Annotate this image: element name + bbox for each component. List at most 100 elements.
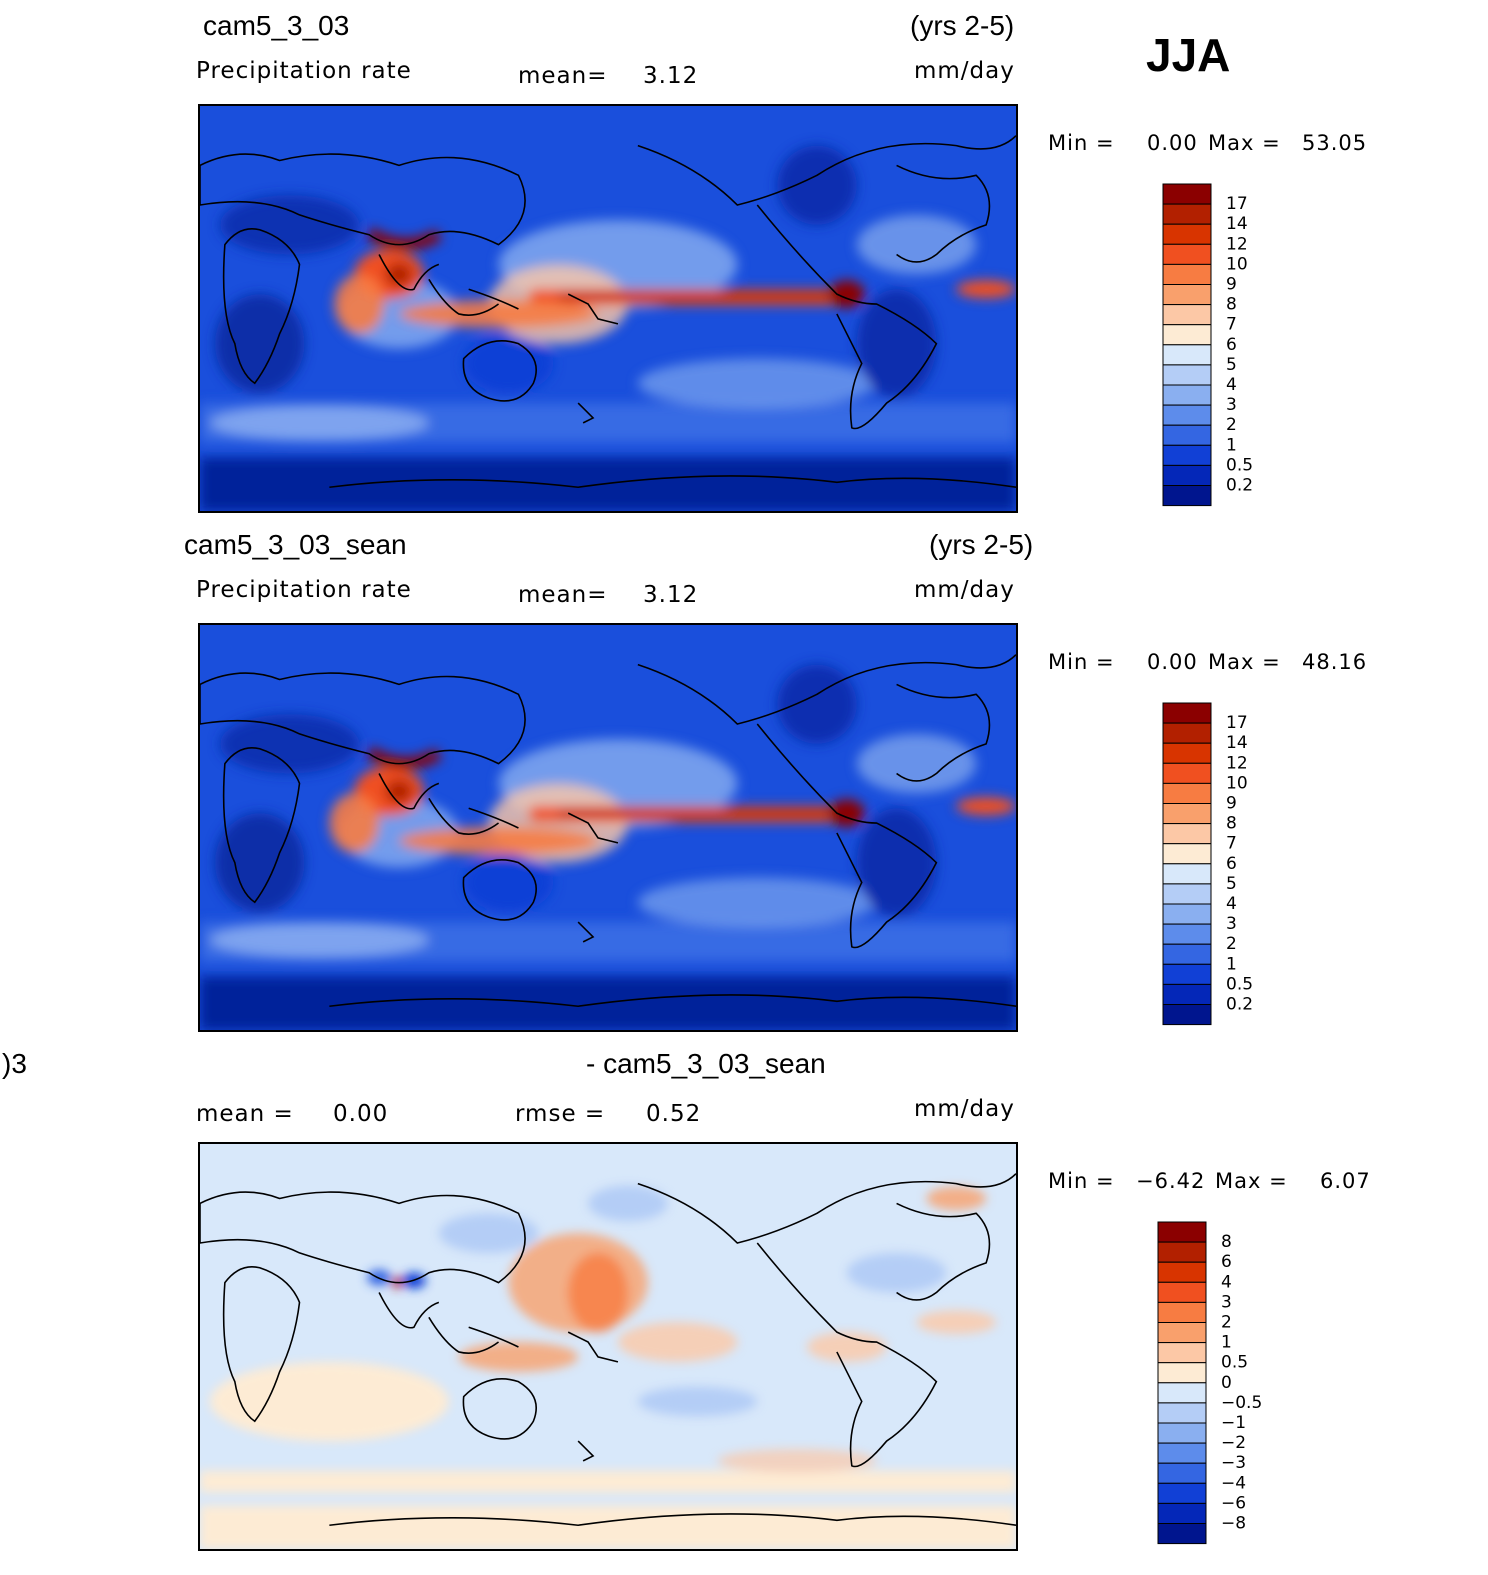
panel1-mean-label: mean= — [518, 63, 608, 89]
colorbar-label: 1 — [1226, 435, 1237, 455]
panel2-mean-value: 3.12 — [643, 582, 699, 608]
panel1-colorbar: 17 14 12 10 9 8 7 6 5 4 3 2 1 0.5 0.2 — [1162, 183, 1272, 507]
panel3-units: mm/day — [914, 1096, 1015, 1122]
colorbar-swatch — [1157, 1523, 1207, 1545]
colorbar-label: 10 — [1226, 254, 1248, 274]
panel2-max-label: Max = — [1208, 650, 1281, 674]
colorbar-label: 12 — [1226, 234, 1248, 254]
colorbar-swatch — [1162, 284, 1212, 306]
colorbar-label: 4 — [1226, 375, 1237, 395]
colorbar-swatch — [1157, 1241, 1207, 1263]
panel2-years: (yrs 2-5) — [929, 529, 1034, 560]
colorbar-label: 10 — [1226, 773, 1248, 793]
colorbar-label: 0.5 — [1226, 455, 1253, 475]
colorbar-label: 7 — [1226, 315, 1237, 335]
colorbar-swatch — [1162, 464, 1212, 486]
colorbar-swatch — [1157, 1462, 1207, 1484]
colorbar-label: 5 — [1226, 874, 1237, 894]
colorbar-swatch — [1162, 203, 1212, 225]
colorbar-swatch — [1162, 782, 1212, 805]
colorbar-swatch — [1162, 883, 1212, 905]
colorbar-label: 0 — [1221, 1373, 1232, 1393]
colorbar-label: −2 — [1221, 1433, 1246, 1453]
colorbar-swatch — [1162, 943, 1212, 965]
colorbar-swatch — [1162, 803, 1212, 825]
panel2-units: mm/day — [914, 577, 1015, 603]
colorbar-label: 4 — [1226, 894, 1237, 914]
colorbar-swatch — [1162, 903, 1212, 925]
panel3-rmse-label: rmse = — [515, 1101, 606, 1127]
panel3-rmse-value: 0.52 — [646, 1101, 702, 1127]
panel1-min-label: Min = — [1048, 131, 1115, 155]
panel1-units: mm/day — [914, 58, 1015, 84]
panel1-variable: Precipitation rate — [196, 58, 412, 84]
colorbar-swatch — [1162, 183, 1212, 205]
colorbar-swatch — [1157, 1362, 1207, 1384]
colorbar-swatch — [1162, 863, 1212, 885]
colorbar-label: 9 — [1226, 794, 1237, 814]
panel2-case-title: cam5_3_03_sean — [184, 529, 407, 560]
colorbar-swatch — [1162, 243, 1212, 265]
colorbar-label: 3 — [1221, 1292, 1232, 1312]
panel1-map — [198, 104, 1018, 513]
panel3-min-label: Min = — [1048, 1169, 1115, 1193]
colorbar-swatch — [1162, 722, 1212, 744]
colorbar-label: 2 — [1221, 1313, 1232, 1333]
colorbar-swatch — [1162, 963, 1212, 985]
colorbar-swatch — [1162, 742, 1212, 764]
panel2-colorbar: 17 14 12 10 9 8 7 6 5 4 3 2 1 0.5 0.2 — [1162, 702, 1272, 1026]
colorbar-swatch — [1162, 344, 1212, 366]
colorbar-swatch — [1162, 263, 1212, 286]
panel2-map — [198, 623, 1018, 1032]
panel1-max-label: Max = — [1208, 131, 1281, 155]
colorbar-label: 0.5 — [1226, 974, 1253, 994]
colorbar-swatch — [1162, 823, 1212, 845]
colorbar-swatch — [1162, 384, 1212, 406]
colorbar-label: −0.5 — [1221, 1393, 1262, 1413]
colorbar-label: −6 — [1221, 1493, 1246, 1513]
colorbar-swatch — [1157, 1482, 1207, 1504]
colorbar-swatch — [1157, 1221, 1207, 1243]
panel3-max-label: Max = — [1215, 1169, 1288, 1193]
panel1-years: (yrs 2-5) — [910, 10, 1015, 41]
panel2-min-label: Min = — [1048, 650, 1115, 674]
colorbar-swatch — [1162, 364, 1212, 386]
panel3-colorbar: 8 6 4 3 2 1 0.5 0 −0.5 −1 −2 −3 −4 −6 −8 — [1157, 1221, 1267, 1545]
panel2-mean-label: mean= — [518, 582, 608, 608]
colorbar-label: 5 — [1226, 355, 1237, 375]
panel2-min-value: 0.00 — [1147, 650, 1198, 674]
colorbar-label: 6 — [1221, 1252, 1232, 1272]
panel1-case-title: cam5_3_03 — [203, 10, 350, 41]
colorbar-label: 14 — [1226, 214, 1248, 234]
colorbar-label: −1 — [1221, 1413, 1246, 1433]
colorbar-label: 8 — [1226, 814, 1237, 834]
panel3-min-value: −6.42 — [1136, 1169, 1206, 1193]
colorbar-swatch — [1157, 1502, 1207, 1524]
colorbar-swatch — [1157, 1442, 1207, 1464]
panel3-coastlines — [200, 1173, 1016, 1527]
colorbar-label: 7 — [1226, 834, 1237, 854]
colorbar-label: −4 — [1221, 1473, 1246, 1493]
colorbar-label: 3 — [1226, 914, 1237, 934]
colorbar-label: 3 — [1226, 395, 1237, 415]
colorbar-swatch — [1162, 404, 1212, 426]
colorbar-label: 0.5 — [1221, 1353, 1248, 1373]
colorbar-swatch — [1162, 444, 1212, 466]
colorbar-label: 1 — [1221, 1333, 1232, 1353]
colorbar-swatch — [1162, 923, 1212, 945]
panel2-map-svg — [200, 625, 1016, 1030]
colorbar-label: 17 — [1226, 194, 1248, 214]
panel1-map-svg — [200, 106, 1016, 511]
panel2-max-value: 48.16 — [1302, 650, 1368, 674]
colorbar-swatch — [1162, 1004, 1212, 1026]
panel1-coastlines — [200, 135, 1016, 489]
panel3-mean-value: 0.00 — [333, 1101, 389, 1127]
colorbar-label: −8 — [1221, 1514, 1246, 1534]
colorbar-swatch — [1162, 762, 1212, 784]
colorbar-swatch — [1157, 1261, 1207, 1283]
colorbar-label: 6 — [1226, 854, 1237, 874]
panel2-variable: Precipitation rate — [196, 577, 412, 603]
